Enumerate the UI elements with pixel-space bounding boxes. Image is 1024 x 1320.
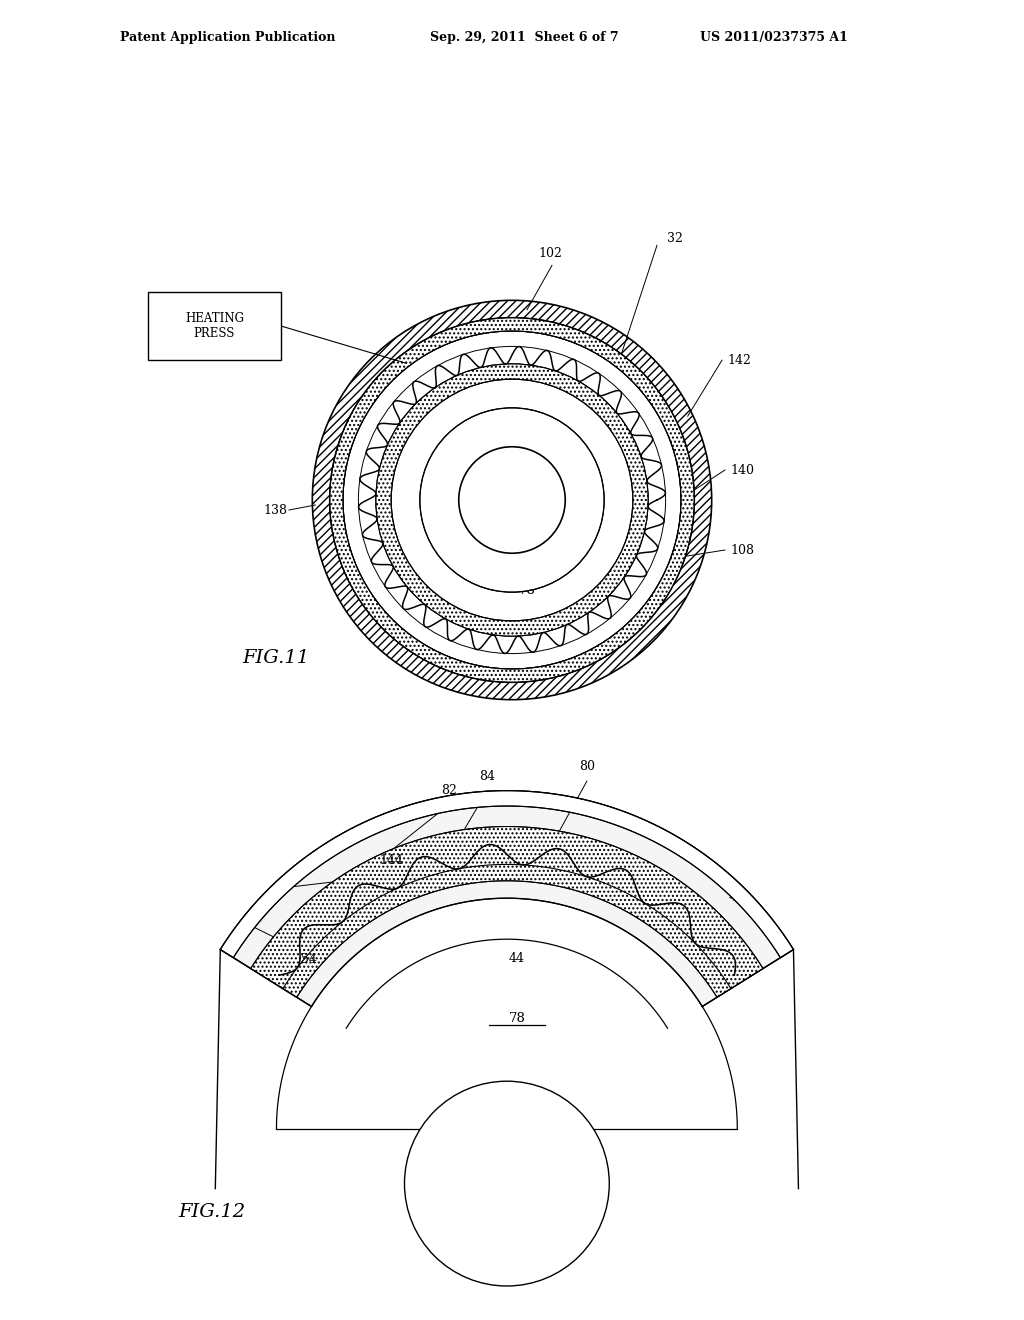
Text: 78: 78 [509, 1011, 525, 1024]
Text: 82: 82 [441, 784, 457, 797]
Text: Patent Application Publication: Patent Application Publication [120, 30, 336, 44]
Text: 54: 54 [301, 953, 316, 966]
Text: US 2011/0237375 A1: US 2011/0237375 A1 [700, 30, 848, 44]
Text: 84: 84 [436, 532, 452, 544]
Polygon shape [220, 791, 794, 958]
Text: 105: 105 [565, 533, 589, 546]
Polygon shape [251, 826, 763, 998]
Text: 80: 80 [579, 760, 595, 774]
Text: 78: 78 [518, 583, 536, 597]
Text: 144: 144 [380, 854, 403, 867]
Polygon shape [220, 791, 794, 1007]
Circle shape [459, 446, 565, 553]
Text: 140: 140 [730, 463, 754, 477]
Text: HEATING
PRESS: HEATING PRESS [185, 312, 244, 341]
Text: FIG.11: FIG.11 [242, 649, 309, 667]
Text: 142: 142 [727, 354, 751, 367]
Circle shape [404, 1081, 609, 1286]
Text: 32: 32 [667, 232, 683, 246]
Text: 138: 138 [263, 503, 287, 516]
Text: 102: 102 [538, 247, 562, 260]
FancyBboxPatch shape [148, 292, 281, 360]
Text: FIG.12: FIG.12 [178, 1203, 245, 1221]
Text: Sep. 29, 2011  Sheet 6 of 7: Sep. 29, 2011 Sheet 6 of 7 [430, 30, 618, 44]
Text: 104: 104 [505, 533, 529, 546]
Text: 108: 108 [730, 544, 754, 557]
Text: 32: 32 [732, 891, 748, 904]
Text: 84: 84 [479, 770, 495, 783]
Circle shape [420, 408, 604, 593]
Text: 44: 44 [509, 952, 525, 965]
